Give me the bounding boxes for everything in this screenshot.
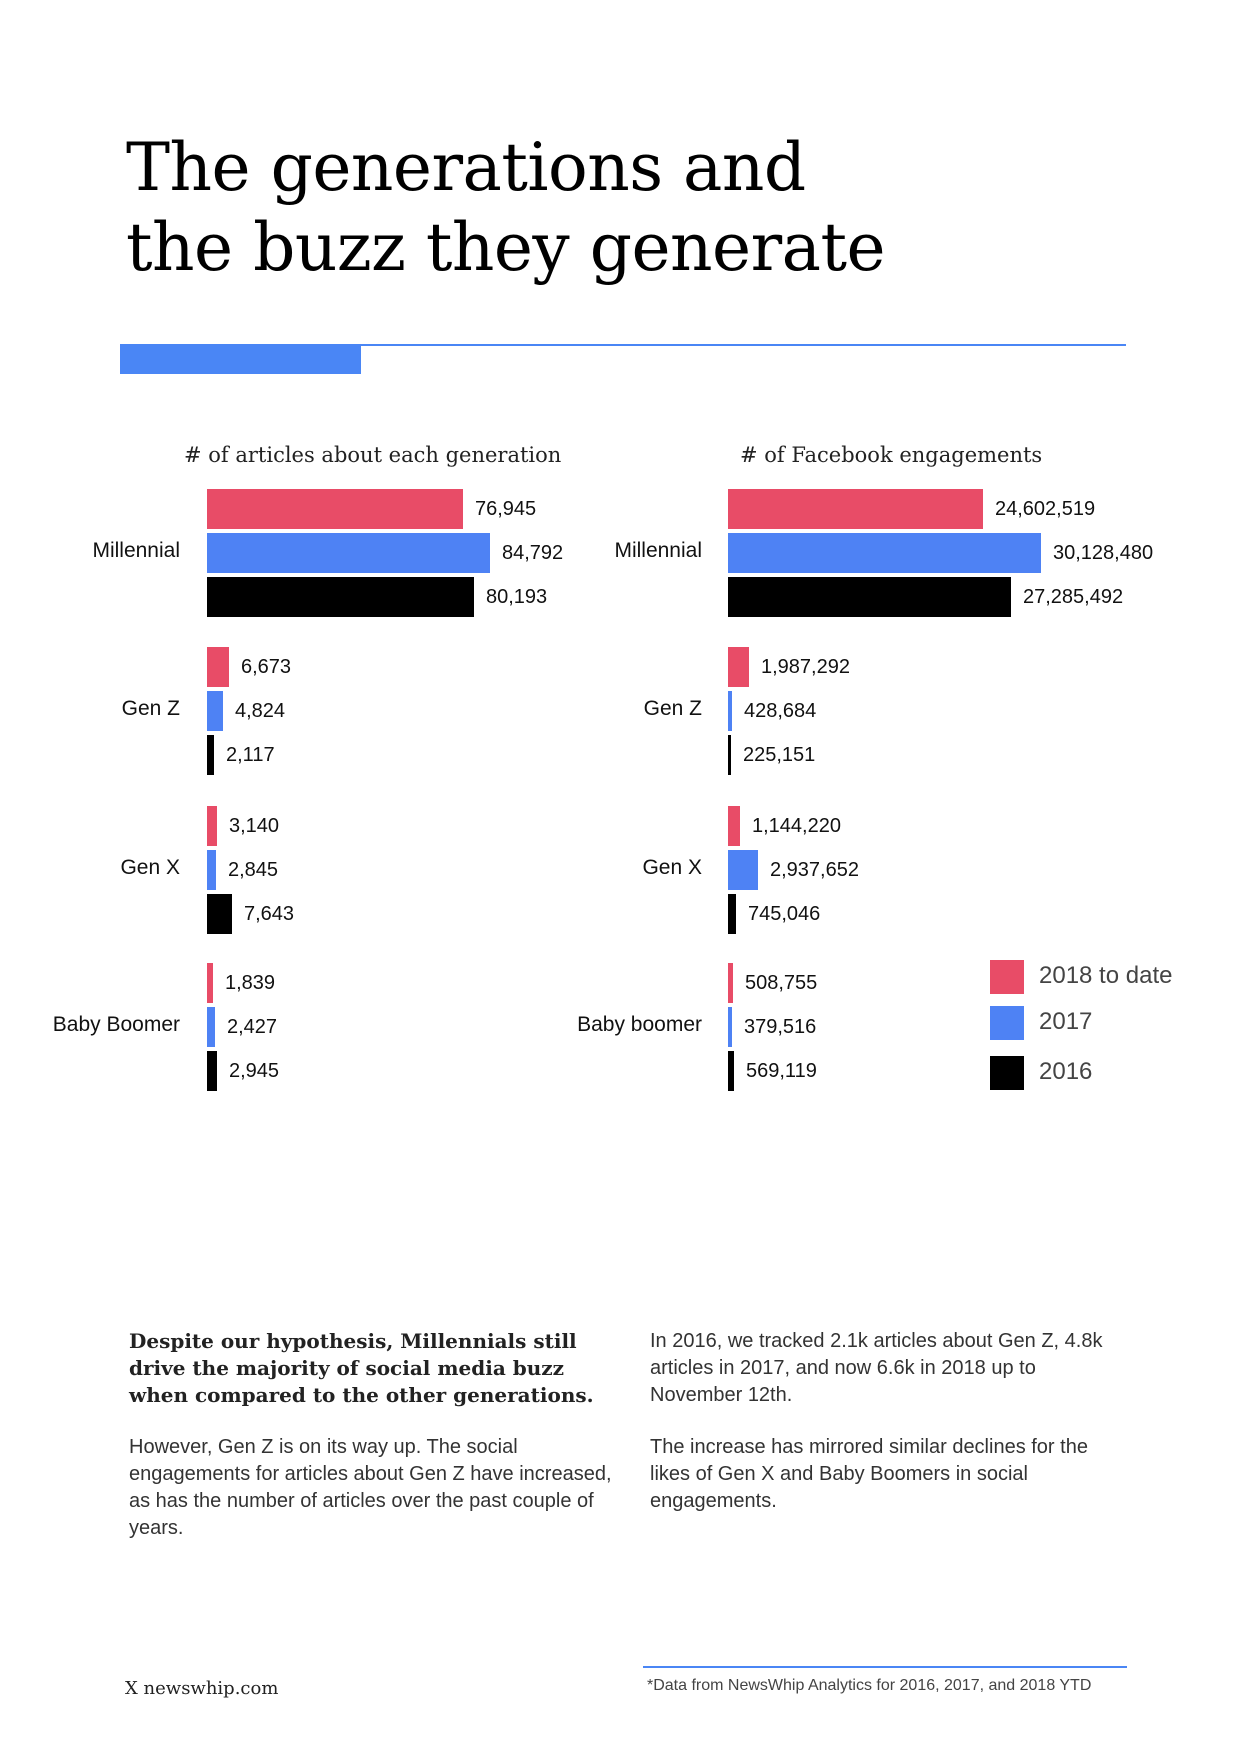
data-label: 3,140 bbox=[229, 815, 280, 837]
bar-2018-to-date bbox=[207, 963, 213, 1003]
bar-2016 bbox=[728, 577, 1011, 617]
bar-2017 bbox=[728, 1007, 732, 1047]
footer-rule bbox=[643, 1666, 1127, 1668]
data-label: 4,824 bbox=[235, 700, 286, 722]
body-paragraph-left: However, Gen Z is on its way up. The soc… bbox=[129, 1436, 612, 1539]
category-label: Gen X bbox=[120, 856, 180, 879]
data-label: 2,937,652 bbox=[770, 859, 859, 881]
bar-2016 bbox=[207, 735, 214, 775]
body-paragraph-right-1: In 2016, we tracked 2.1k articles about … bbox=[650, 1330, 1103, 1406]
data-label: 2,945 bbox=[229, 1060, 280, 1082]
category-label: Baby boomer bbox=[577, 1013, 702, 1036]
bar-2018-to-date bbox=[728, 806, 740, 846]
data-label: 1,839 bbox=[225, 972, 276, 994]
data-label: 379,516 bbox=[744, 1016, 817, 1038]
body-right-column: In 2016, we tracked 2.1k articles about … bbox=[650, 1328, 1130, 1540]
legend-swatch-1 bbox=[990, 960, 1024, 994]
data-label: 27,285,492 bbox=[1023, 586, 1124, 608]
bar-2018-to-date bbox=[728, 647, 749, 687]
bar-2016 bbox=[207, 894, 232, 934]
data-label: 2,427 bbox=[227, 1016, 278, 1038]
data-label: 2,117 bbox=[226, 744, 275, 766]
bar-2017 bbox=[207, 533, 490, 573]
data-label: 84,792 bbox=[502, 542, 564, 564]
data-label: 30,128,480 bbox=[1053, 542, 1154, 564]
bar-2017 bbox=[207, 691, 223, 731]
data-label: 2,845 bbox=[228, 859, 279, 881]
data-label: 428,684 bbox=[744, 700, 817, 722]
accent-rule bbox=[361, 344, 1126, 346]
legend-label-2: 2017 bbox=[1039, 1008, 1093, 1035]
legend-label-1: 2018 to date bbox=[1039, 962, 1173, 989]
chart-title-2: # of Facebook engagements bbox=[740, 443, 1043, 467]
body-lead: Despite our hypothesis, Millennials stil… bbox=[129, 1329, 594, 1407]
data-label: 80,193 bbox=[486, 586, 548, 608]
bar-2018-to-date bbox=[207, 806, 217, 846]
bar-2016 bbox=[728, 894, 736, 934]
body-left-column: Despite our hypothesis, Millennials stil… bbox=[129, 1328, 629, 1567]
bar-2016 bbox=[728, 735, 731, 775]
bar-2017 bbox=[728, 691, 732, 731]
title-line-1: The generations and bbox=[126, 129, 806, 206]
bar-2017 bbox=[728, 533, 1041, 573]
bar-2017 bbox=[207, 850, 216, 890]
data-label: 7,643 bbox=[244, 903, 295, 925]
title-line-2: the buzz they generate bbox=[126, 209, 886, 286]
footnote: *Data from NewsWhip Analytics for 2016, … bbox=[647, 1677, 1092, 1694]
data-label: 1,144,220 bbox=[752, 815, 841, 837]
bar-2017 bbox=[207, 1007, 215, 1047]
bar-2018-to-date bbox=[728, 489, 983, 529]
category-label: Gen Z bbox=[121, 697, 180, 720]
legend-swatch-2 bbox=[990, 1006, 1024, 1040]
category-label: Gen Z bbox=[643, 697, 702, 720]
category-label: Gen X bbox=[642, 856, 702, 879]
bar-2017 bbox=[728, 850, 758, 890]
data-label: 508,755 bbox=[745, 972, 818, 994]
bar-2016 bbox=[207, 577, 474, 617]
data-label: 225,151 bbox=[743, 744, 816, 766]
data-label: 745,046 bbox=[748, 903, 821, 925]
data-label: 76,945 bbox=[475, 498, 537, 520]
legend-label-3: 2016 bbox=[1039, 1058, 1093, 1085]
chart-title-1: # of articles about each generation bbox=[184, 443, 562, 467]
bar-2016 bbox=[207, 1051, 217, 1091]
legend-swatch-3 bbox=[990, 1056, 1024, 1090]
page-title: The generations and the buzz they genera… bbox=[126, 128, 926, 288]
body-paragraph-right-2: The increase has mirrored similar declin… bbox=[650, 1436, 1088, 1512]
category-label: Millennial bbox=[92, 539, 180, 562]
bar-2016 bbox=[728, 1051, 734, 1091]
category-label: Baby Boomer bbox=[52, 1013, 180, 1036]
bar-2018-to-date bbox=[728, 963, 733, 1003]
category-label: Millennial bbox=[614, 539, 702, 562]
data-label: 24,602,519 bbox=[995, 498, 1096, 520]
bar-2018-to-date bbox=[207, 647, 229, 687]
data-label: 1,987,292 bbox=[761, 656, 850, 678]
bar-2018-to-date bbox=[207, 489, 463, 529]
data-label: 569,119 bbox=[746, 1060, 817, 1082]
data-label: 6,673 bbox=[241, 656, 292, 678]
brand-link[interactable]: X newswhip.com bbox=[125, 1678, 279, 1699]
accent-bar bbox=[120, 344, 361, 374]
